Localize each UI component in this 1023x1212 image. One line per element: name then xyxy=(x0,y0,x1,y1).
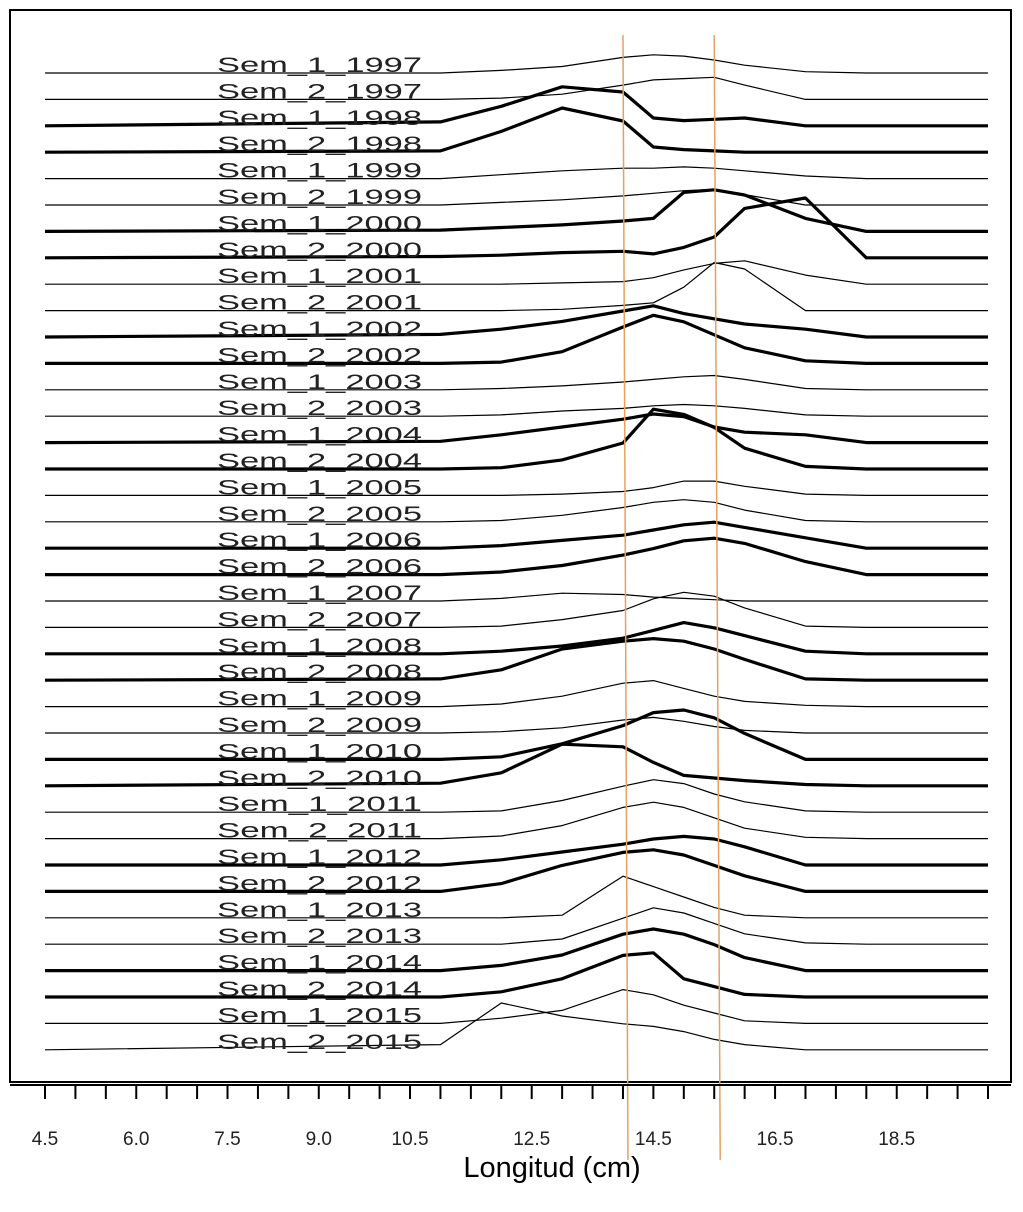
ridge-line-sem-1-2007 xyxy=(45,592,988,602)
series-label: Sem_1_2012 xyxy=(217,846,422,869)
series-label: Sem_1_2015 xyxy=(217,1004,422,1027)
series-label: Sem_1_2013 xyxy=(217,899,422,922)
series-label: Sem_2_2002 xyxy=(217,344,422,367)
ridge-line-sem-2-2012 xyxy=(45,848,988,894)
series-label: Sem_1_2001 xyxy=(217,265,422,288)
ridge-line-sem-2-2001 xyxy=(45,261,988,312)
series-label: Sem_1_2011 xyxy=(217,793,422,816)
ridge-line-sem-1-2013 xyxy=(45,875,988,919)
series-label: Sem_1_2004 xyxy=(217,424,423,447)
ridge-line-sem-2-2004 xyxy=(45,407,988,471)
series-label: Sem_2_2001 xyxy=(217,292,422,315)
series-label: Sem_2_2004 xyxy=(217,450,423,473)
series-label: Sem_2_2014 xyxy=(217,978,423,1001)
ridge-line-sem-2-1999 xyxy=(45,188,988,206)
series-label: Sem_2_2013 xyxy=(217,925,422,948)
series-label: Sem_1_2002 xyxy=(217,318,422,341)
ridge-line-sem-2-2006 xyxy=(45,536,988,577)
series-label: Sem_1_2000 xyxy=(217,212,422,235)
ridge-line-sem-1-2009 xyxy=(45,679,988,708)
ridge-line-sem-1-2006 xyxy=(45,520,988,550)
ridge-line-sem-1-2000 xyxy=(44,188,988,233)
x-tick-label: 18.5 xyxy=(878,1129,915,1150)
ridge-line-sem-2-2007 xyxy=(45,591,988,629)
series-label: Sem_1_2005 xyxy=(217,476,422,499)
series-label: Sem_2_2009 xyxy=(217,714,422,737)
ridge-line-sem-2-1997 xyxy=(45,76,988,101)
series-label: Sem_2_2003 xyxy=(217,397,422,420)
ridge-line-sem-1-2014 xyxy=(45,927,988,973)
series-label: Sem_2_2012 xyxy=(217,872,422,895)
x-axis-title: Longitud (cm) xyxy=(463,1152,640,1184)
ridge-line-sem-1-2008 xyxy=(45,620,988,656)
ridge-line-sem-2-2010 xyxy=(44,742,988,788)
x-axis: 4.5 6.0 7.5 9.0 10.5 12.5 14.5 16.5 18.5 xyxy=(10,1084,1011,1150)
series-label: Sem_2_2010 xyxy=(217,767,422,790)
ridge-line-sem-1-2010 xyxy=(45,708,988,762)
x-tick-label: 7.5 xyxy=(214,1129,240,1150)
series-label: Sem_1_1998 xyxy=(217,107,422,130)
ridge-line-sem-1-2011 xyxy=(45,779,988,813)
series-label: Sem_2_2011 xyxy=(217,820,422,843)
ridge-line-sem-1-2005 xyxy=(45,480,988,496)
ridge-line-sem-2-2002 xyxy=(45,313,988,365)
ridge-line-sem-1-2012 xyxy=(45,834,988,867)
ridge-line-sem-1-1997 xyxy=(45,54,988,74)
series-label: Sem_2_2007 xyxy=(217,608,422,631)
x-tick-label: 4.5 xyxy=(32,1129,58,1150)
series-label: Sem_2_1998 xyxy=(217,133,422,156)
series-label: Sem_2_2008 xyxy=(217,661,422,684)
x-tick-label: 9.0 xyxy=(306,1129,332,1150)
ridge-line-sem-1-1999 xyxy=(45,166,988,180)
ridge-line-sem-1-2015 xyxy=(45,988,988,1025)
x-tick-label: 12.5 xyxy=(513,1129,550,1150)
series-label: Sem_1_2008 xyxy=(217,635,422,658)
reference-line xyxy=(713,34,721,1161)
series-label: Sem_2_2000 xyxy=(217,239,422,262)
ridge-line-sem-2-2005 xyxy=(45,499,988,523)
ridge-line-sem-2-2000 xyxy=(44,196,988,260)
x-tick-label: 6.0 xyxy=(123,1129,149,1150)
ridge-line-sem-1-2003 xyxy=(45,374,988,391)
ridge-line-sem-1-2004 xyxy=(44,412,988,445)
series-label-group: Sem_1_1997 Sem_2_1997 Sem_1_1998 Sem_2_1998… xyxy=(217,54,423,1054)
ridge-line-sem-1-2001 xyxy=(45,260,988,285)
series-label: Sem_1_2010 xyxy=(217,740,422,763)
series-label: Sem_2_2005 xyxy=(217,503,422,526)
series-label: Sem_1_1997 xyxy=(217,54,422,77)
series-label: Sem_1_2003 xyxy=(217,371,422,394)
series-label: Sem_2_1997 xyxy=(217,80,422,103)
reference-line xyxy=(622,34,629,1161)
x-tick-label: 10.5 xyxy=(392,1129,429,1150)
ridge-line-sem-2-2009 xyxy=(45,716,988,734)
x-tick-label: 16.5 xyxy=(757,1129,794,1150)
series-label: Sem_2_1999 xyxy=(217,186,422,209)
ridge-line-sem-1-1998 xyxy=(44,85,988,128)
x-tick-label: 14.5 xyxy=(635,1129,672,1150)
reference-line-group xyxy=(622,34,721,1161)
ridge-line-sem-2-2013 xyxy=(45,907,988,945)
series-label: Sem_1_2014 xyxy=(217,952,423,975)
ridge-line-sem-1-2002 xyxy=(44,304,988,339)
ridge-line-sem-2-1998 xyxy=(44,106,988,154)
ridge-line-sem-2-2014 xyxy=(45,951,988,999)
series-label: Sem_1_2009 xyxy=(217,688,422,711)
series-label: Sem_1_1999 xyxy=(217,160,422,183)
series-label: Sem_2_2006 xyxy=(217,556,422,579)
series-label: Sem_1_2007 xyxy=(217,582,422,605)
ridge-line-sem-2-2015 xyxy=(44,1002,988,1051)
ridge-line-sem-2-2011 xyxy=(45,801,988,840)
ridge-line-sem-2-2003 xyxy=(45,403,988,417)
ridge-series-group xyxy=(44,54,988,1051)
ridge-line-sem-2-2008 xyxy=(44,636,988,682)
series-label: Sem_2_2015 xyxy=(217,1031,422,1054)
series-label: Sem_1_2006 xyxy=(217,529,422,552)
